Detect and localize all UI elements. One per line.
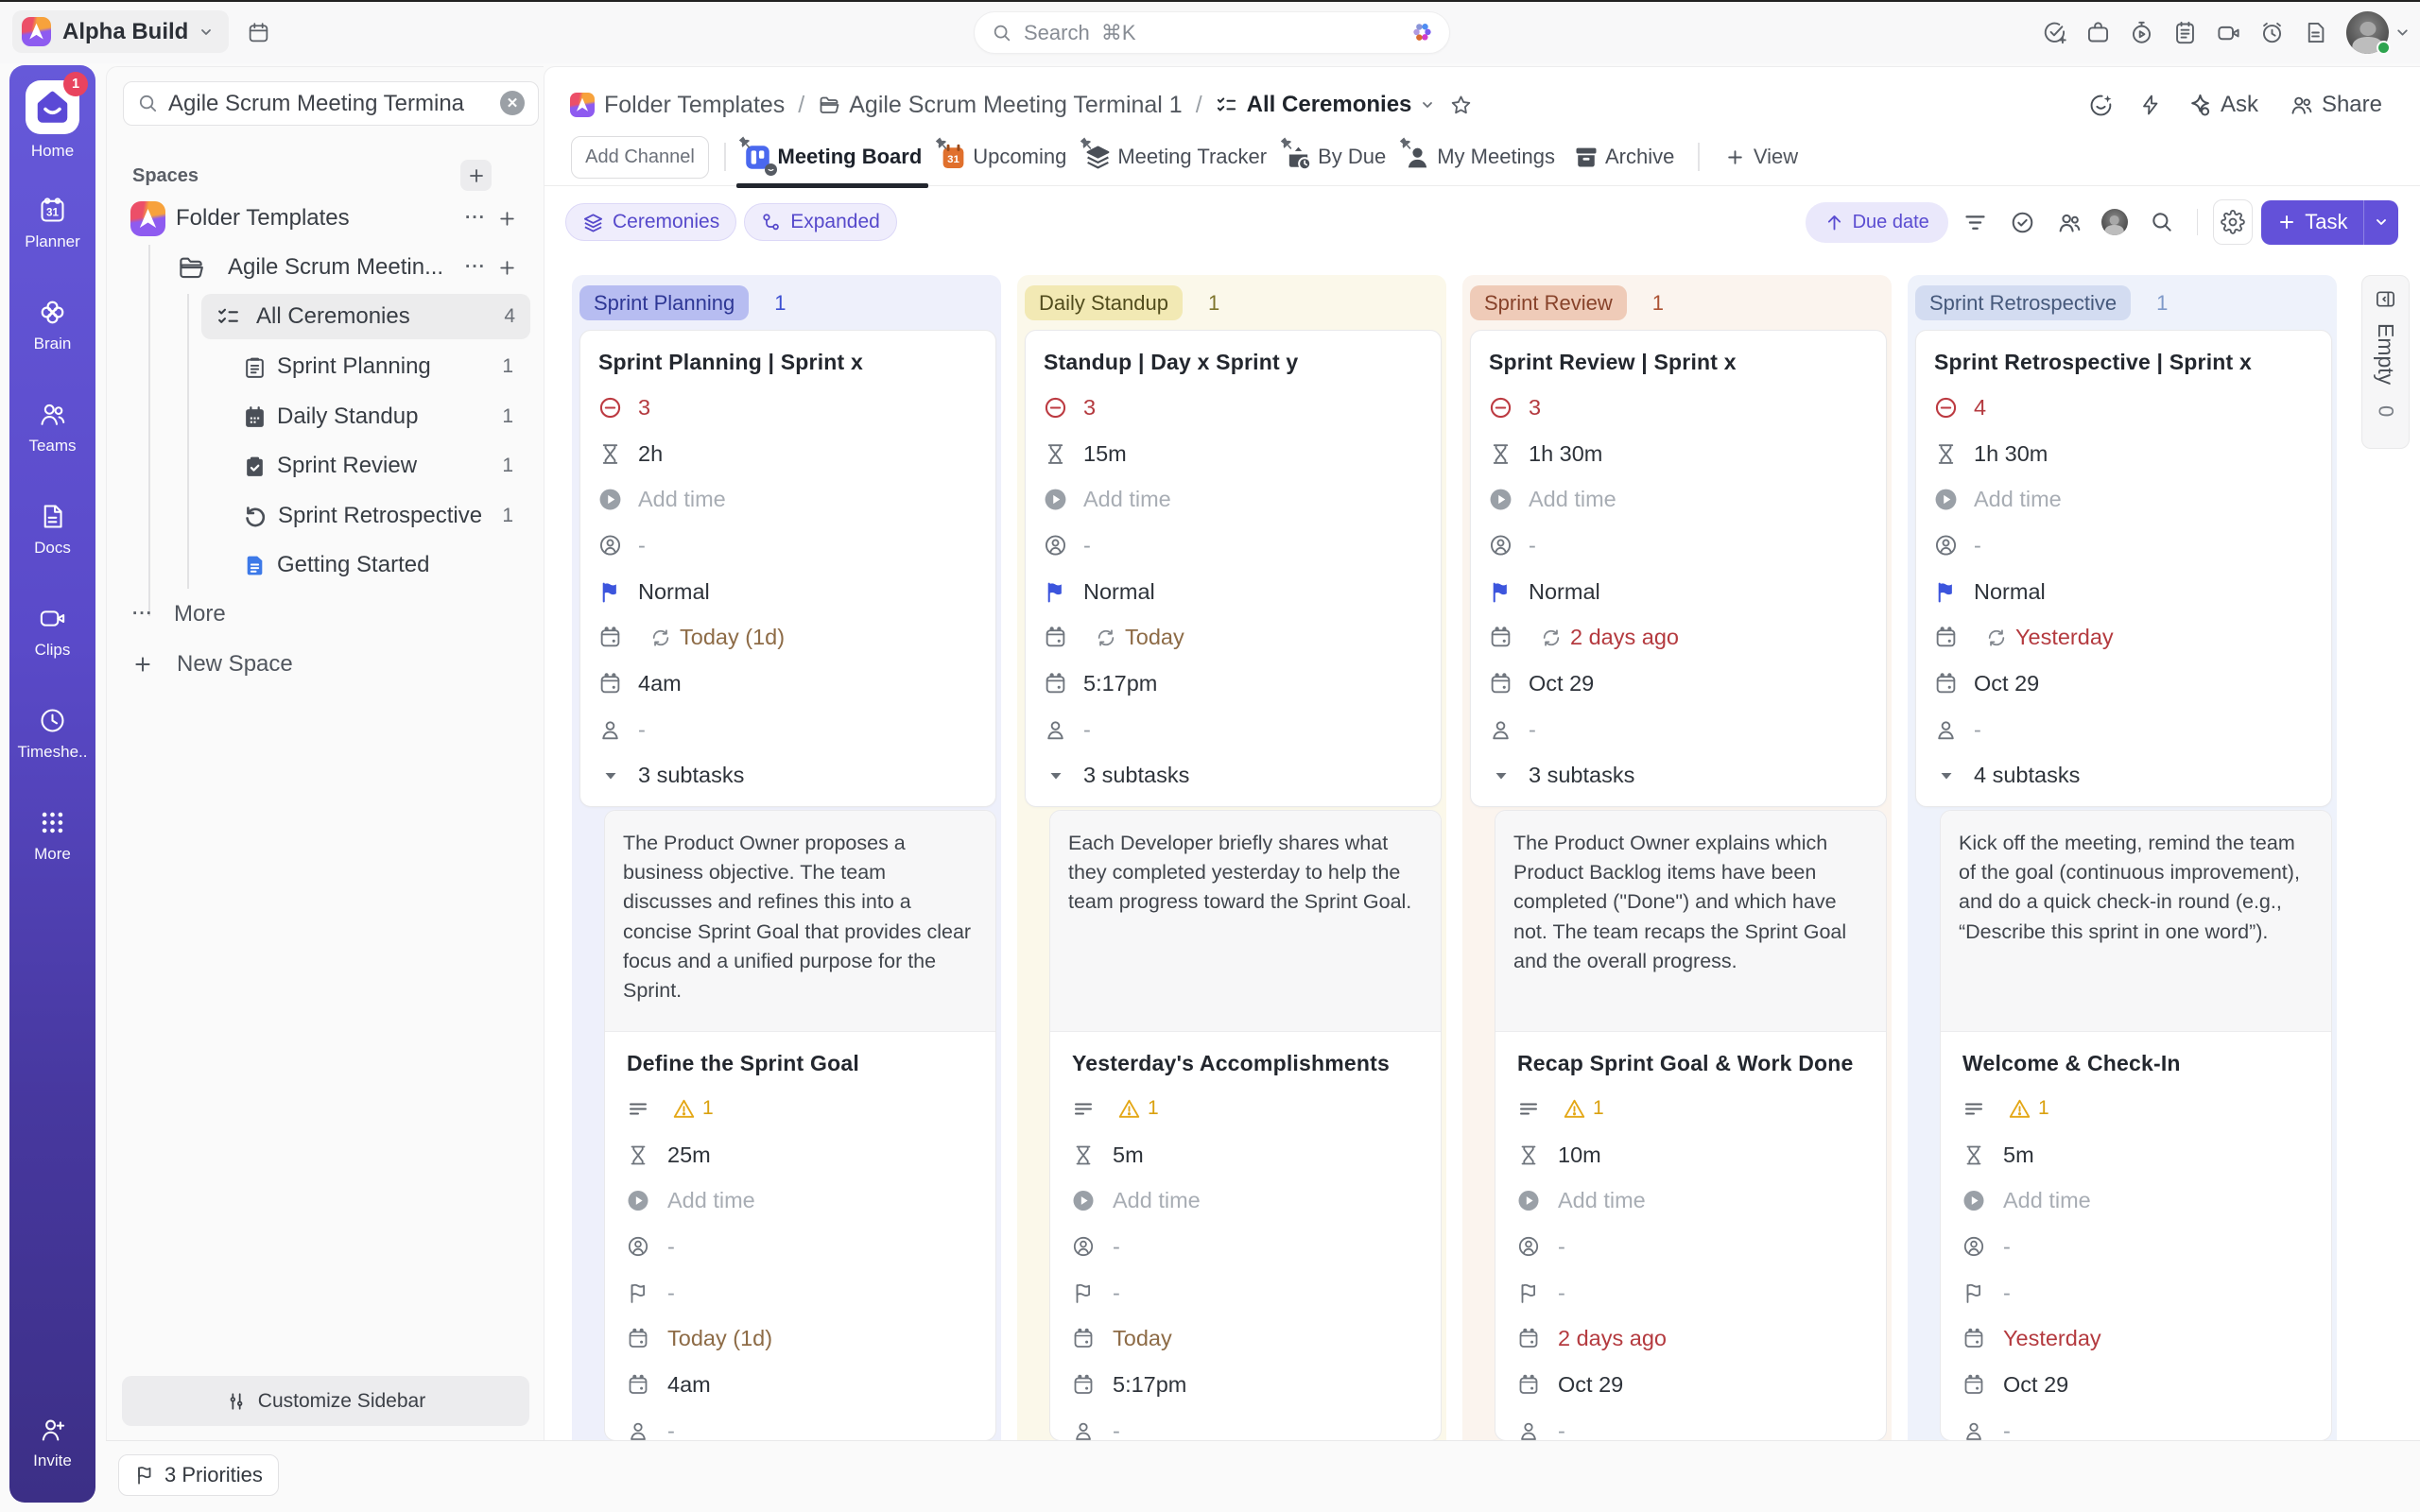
svg-text:31: 31 — [46, 207, 59, 219]
svg-text:31: 31 — [947, 154, 959, 165]
